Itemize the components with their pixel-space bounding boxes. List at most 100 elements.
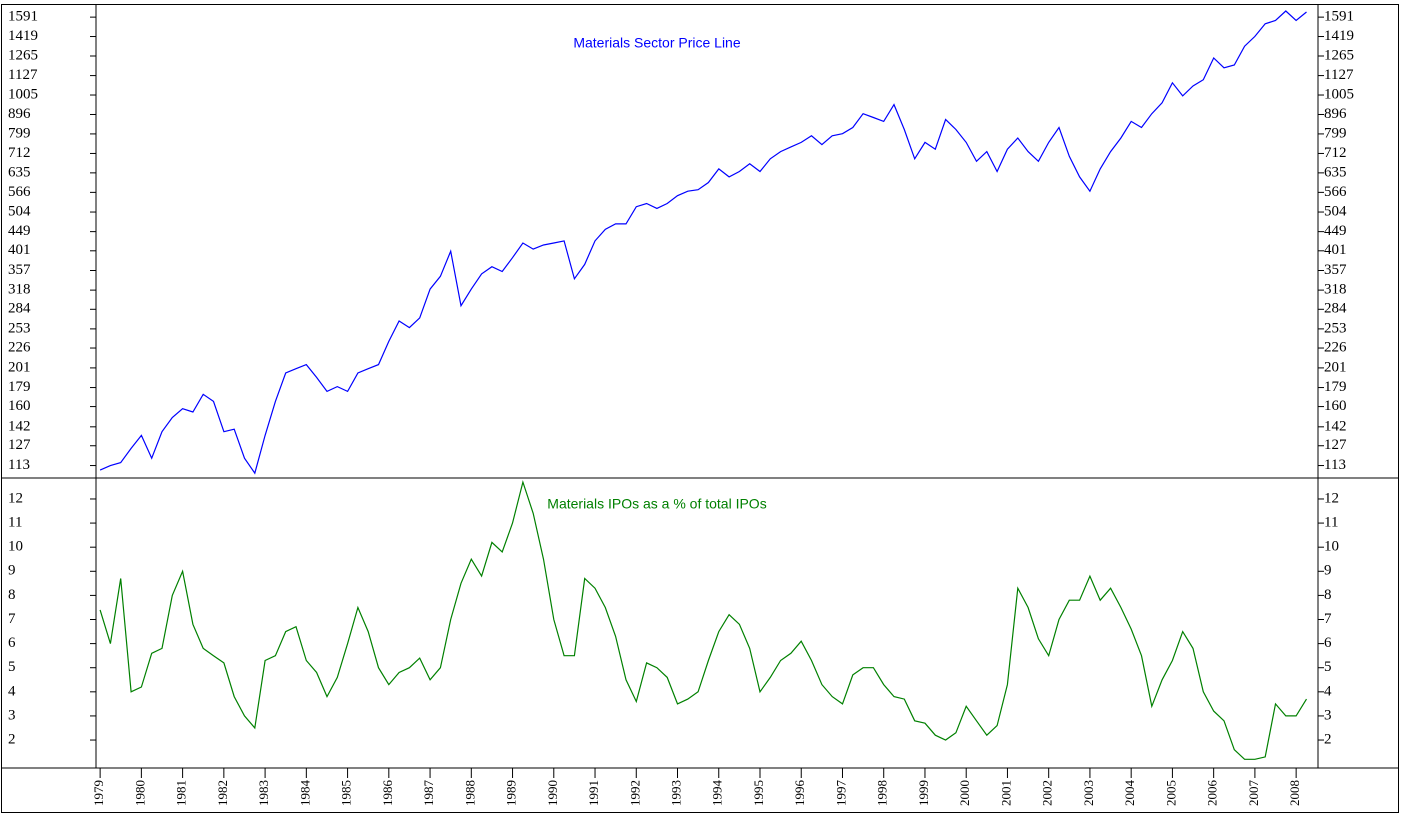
y-tick-label: 357 bbox=[8, 262, 31, 278]
x-tick-label: 1987 bbox=[421, 780, 436, 807]
y-tick-label-right: 712 bbox=[1324, 145, 1347, 161]
x-tick-label: 1988 bbox=[462, 780, 477, 806]
y-tick-label: 179 bbox=[8, 379, 31, 395]
outer-frame bbox=[1, 4, 1399, 813]
y-tick-label-right: 318 bbox=[1324, 282, 1347, 298]
x-tick-label: 1989 bbox=[504, 780, 519, 806]
y-tick-label-right: 11 bbox=[1324, 515, 1338, 531]
y-tick-label-right: 179 bbox=[1324, 379, 1347, 395]
y-tick-label: 1005 bbox=[8, 86, 38, 102]
x-tick-label: 2000 bbox=[957, 780, 972, 806]
y-tick-label-right: 127 bbox=[1324, 437, 1347, 453]
y-tick-label-right: 1265 bbox=[1324, 47, 1354, 63]
y-tick-label-right: 226 bbox=[1324, 339, 1347, 355]
x-tick-label: 1981 bbox=[174, 780, 189, 806]
y-tick-label: 1419 bbox=[8, 28, 38, 44]
x-tick-label: 2005 bbox=[1163, 780, 1178, 806]
x-tick-label: 1993 bbox=[668, 780, 683, 806]
y-tick-label: 635 bbox=[8, 164, 31, 180]
data-line bbox=[99, 10, 1307, 475]
y-tick-label: 253 bbox=[8, 320, 31, 336]
y-tick-label-right: 799 bbox=[1324, 125, 1347, 141]
y-tick-label-right: 3 bbox=[1324, 707, 1332, 723]
y-tick-label-right: 896 bbox=[1324, 106, 1347, 122]
y-tick-label-right: 10 bbox=[1324, 539, 1339, 555]
y-tick-label-right: 8 bbox=[1324, 587, 1332, 603]
y-tick-label-right: 1419 bbox=[1324, 28, 1354, 44]
x-tick-label: 1999 bbox=[916, 780, 931, 806]
y-tick-label-right: 7 bbox=[1324, 611, 1332, 627]
y-tick-label-right: 1005 bbox=[1324, 86, 1354, 102]
y-tick-label-right: 2 bbox=[1324, 731, 1332, 747]
y-tick-label: 226 bbox=[8, 339, 31, 355]
y-tick-label-right: 6 bbox=[1324, 635, 1332, 651]
y-tick-label: 113 bbox=[8, 457, 30, 473]
x-tick-label: 2002 bbox=[1040, 780, 1055, 806]
y-tick-label: 1127 bbox=[8, 67, 38, 83]
y-tick-label-right: 253 bbox=[1324, 320, 1347, 336]
y-tick-label-right: 142 bbox=[1324, 418, 1347, 434]
y-tick-label: 160 bbox=[8, 398, 31, 414]
y-tick-label: 449 bbox=[8, 223, 31, 239]
y-tick-label: 799 bbox=[8, 125, 31, 141]
y-tick-label: 1591 bbox=[8, 9, 38, 25]
y-tick-label-right: 1591 bbox=[1324, 9, 1354, 25]
y-tick-label-right: 4 bbox=[1324, 683, 1332, 699]
y-tick-label: 2 bbox=[8, 731, 16, 747]
y-tick-label-right: 357 bbox=[1324, 262, 1347, 278]
y-tick-label: 12 bbox=[8, 490, 23, 506]
y-tick-label-right: 504 bbox=[1324, 203, 1347, 219]
y-tick-label: 10 bbox=[8, 539, 23, 555]
x-tick-label: 1983 bbox=[256, 780, 271, 806]
y-tick-label: 9 bbox=[8, 563, 16, 579]
y-tick-label: 1265 bbox=[8, 47, 38, 63]
y-tick-label-right: 1127 bbox=[1324, 67, 1354, 83]
y-tick-label: 284 bbox=[8, 301, 31, 317]
y-tick-label: 6 bbox=[8, 635, 16, 651]
x-tick-label: 1984 bbox=[297, 780, 312, 807]
x-tick-label: 1991 bbox=[586, 780, 601, 806]
y-tick-label-right: 566 bbox=[1324, 184, 1347, 200]
y-tick-label: 318 bbox=[8, 282, 31, 298]
y-tick-label-right: 284 bbox=[1324, 301, 1347, 317]
x-tick-label: 2007 bbox=[1246, 780, 1261, 807]
x-tick-label: 1985 bbox=[339, 780, 354, 806]
y-tick-label: 11 bbox=[8, 515, 22, 531]
y-tick-label-right: 9 bbox=[1324, 563, 1332, 579]
y-tick-label-right: 5 bbox=[1324, 659, 1332, 675]
y-tick-label-right: 160 bbox=[1324, 398, 1347, 414]
x-tick-label: 2004 bbox=[1122, 780, 1137, 807]
x-tick-label: 1990 bbox=[545, 780, 560, 806]
x-tick-label: 1997 bbox=[833, 780, 848, 807]
y-tick-label: 896 bbox=[8, 106, 31, 122]
panel-title: Materials IPOs as a % of total IPOs bbox=[547, 496, 766, 512]
y-tick-label: 201 bbox=[8, 359, 31, 375]
x-tick-label: 1980 bbox=[132, 780, 147, 806]
y-tick-label-right: 12 bbox=[1324, 490, 1339, 506]
x-tick-label: 1986 bbox=[380, 780, 395, 807]
x-tick-label: 1992 bbox=[627, 780, 642, 806]
x-tick-label: 2006 bbox=[1205, 780, 1220, 807]
y-tick-label: 3 bbox=[8, 707, 16, 723]
x-tick-label: 1996 bbox=[792, 780, 807, 807]
y-tick-label: 5 bbox=[8, 659, 16, 675]
y-tick-label: 712 bbox=[8, 145, 31, 161]
panel-title: Materials Sector Price Line bbox=[573, 35, 741, 51]
y-tick-label: 401 bbox=[8, 242, 31, 258]
y-tick-label-right: 449 bbox=[1324, 223, 1347, 239]
y-tick-label: 7 bbox=[8, 611, 16, 627]
x-tick-label: 2008 bbox=[1287, 780, 1302, 806]
y-tick-label-right: 113 bbox=[1324, 457, 1346, 473]
y-tick-label: 4 bbox=[8, 683, 16, 699]
x-tick-label: 1995 bbox=[751, 780, 766, 806]
x-tick-label: 2001 bbox=[998, 780, 1013, 806]
y-tick-label-right: 401 bbox=[1324, 242, 1347, 258]
y-tick-label: 142 bbox=[8, 418, 31, 434]
x-tick-label: 2003 bbox=[1081, 780, 1096, 806]
x-tick-label: 1998 bbox=[875, 780, 890, 806]
data-line bbox=[99, 479, 1308, 760]
x-tick-label: 1979 bbox=[91, 780, 106, 806]
y-tick-label: 8 bbox=[8, 587, 16, 603]
y-tick-label: 504 bbox=[8, 203, 31, 219]
